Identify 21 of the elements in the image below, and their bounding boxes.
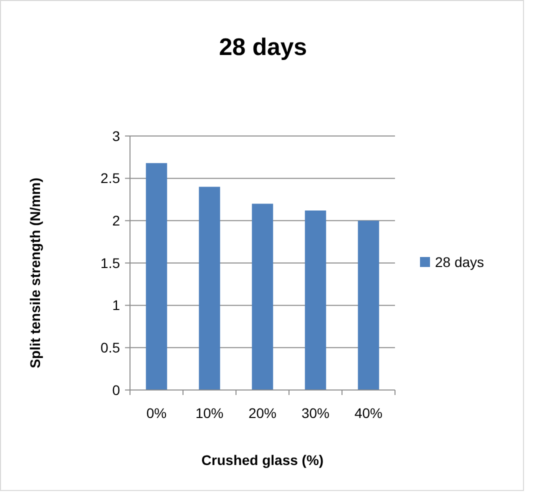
bar [304,210,326,390]
x-tick-label: 40% [354,405,383,421]
x-tick-label: 0% [146,405,167,421]
y-tick-label: 1.5 [100,254,120,271]
bar [146,163,168,390]
y-tick-label: 0 [112,382,120,398]
y-tick-label: 2 [112,212,120,229]
y-tick-label: 1 [112,297,120,314]
bar [198,186,220,390]
chart-title: 28 days [218,34,308,61]
x-axis-title: Crushed glass (%) [201,452,324,468]
y-tick-label: 0.5 [100,340,120,356]
bar [252,204,274,390]
y-tick-label: 3 [112,128,120,144]
bar [358,220,380,390]
x-tick-label: 30% [301,405,330,421]
x-tick-label: 10% [195,405,224,421]
y-tick-label: 2.5 [100,170,120,186]
x-tick-label: 20% [248,405,277,421]
legend-label: 28 days [435,254,484,270]
y-axis-title: Split tensile strength (N/mm) [27,178,43,368]
